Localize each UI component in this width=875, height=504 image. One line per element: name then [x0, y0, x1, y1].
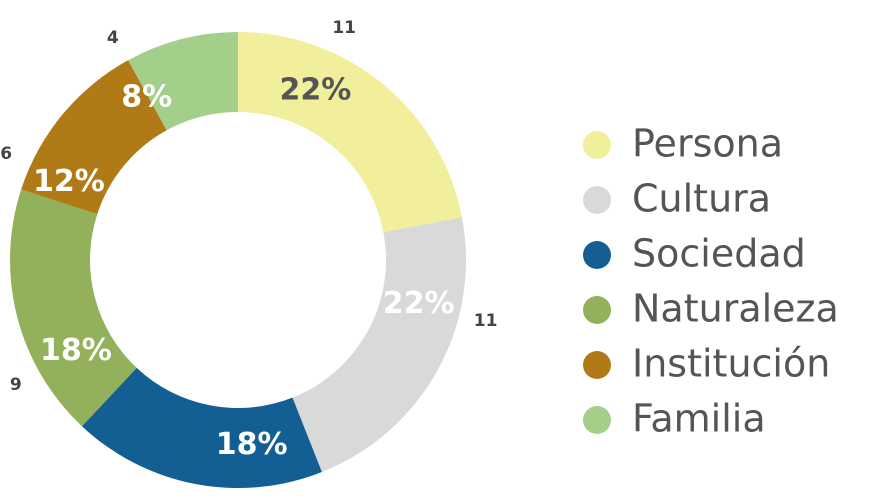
count-label: 11: [332, 18, 356, 38]
percent-label: 22%: [383, 286, 455, 321]
legend-label: Cultura: [632, 177, 771, 221]
legend-marker: [583, 406, 611, 434]
percent-label: 8%: [121, 79, 172, 114]
count-label: 4: [107, 28, 119, 48]
legend-label: Naturaleza: [632, 287, 839, 331]
legend-marker: [583, 241, 611, 269]
count-label: 11: [474, 311, 498, 331]
legend-label: Persona: [632, 122, 783, 166]
legend-label: Familia: [632, 397, 766, 441]
donut-segment: [10, 189, 137, 427]
legend-marker: [583, 186, 611, 214]
donut-segment: [238, 32, 462, 233]
legend-label: Institución: [632, 342, 830, 386]
percent-label: 12%: [33, 164, 105, 199]
donut-segment: [292, 217, 467, 472]
legend-marker: [583, 131, 611, 159]
donut-segment: [81, 367, 322, 488]
percent-label: 18%: [40, 333, 112, 368]
donut-segment: [21, 60, 167, 215]
legend-label: Sociedad: [632, 232, 806, 276]
percent-label: 18%: [216, 427, 288, 462]
legend-marker: [583, 351, 611, 379]
percent-label: 22%: [280, 72, 352, 107]
count-label: 6: [0, 144, 12, 164]
legend-marker: [583, 296, 611, 324]
donut-segment: [128, 31, 238, 131]
count-label: 9: [10, 375, 22, 395]
